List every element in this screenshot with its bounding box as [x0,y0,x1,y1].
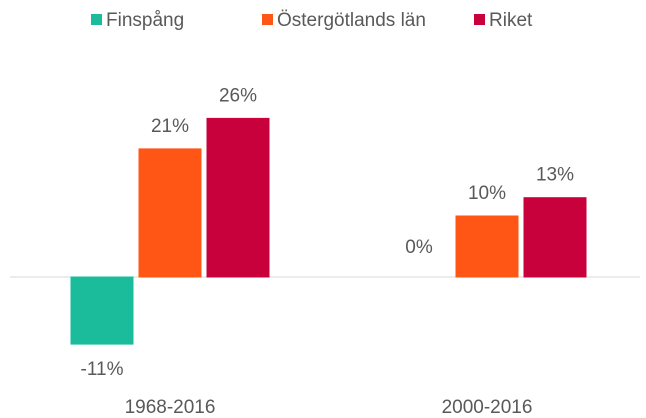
bar [455,215,519,278]
legend-swatch [474,14,485,25]
data-label: 13% [536,165,574,186]
bar [138,148,202,278]
data-label: -11% [81,359,124,380]
legend-swatch [91,14,102,25]
x-tick-label: 2000-2016 [442,397,533,418]
data-label: 21% [151,116,189,137]
bar [70,276,134,345]
legend-label: Riket [489,10,533,31]
bar [523,197,587,278]
legend-label: Finspång [106,10,184,31]
legend-label: Östergötlands län [277,10,426,31]
bar [206,117,270,278]
data-label: 10% [468,183,506,204]
legend-swatch [262,14,273,25]
x-tick-label: 1968-2016 [125,397,216,418]
data-label: 0% [405,237,433,258]
data-label: 26% [219,85,257,106]
